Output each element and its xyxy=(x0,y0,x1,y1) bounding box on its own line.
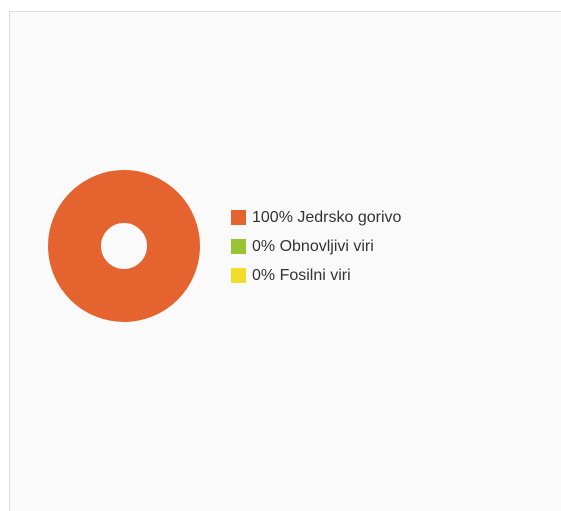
donut-slices xyxy=(48,170,200,322)
legend-item-jedrsko-gorivo[interactable]: 100% Jedrsko gorivo xyxy=(231,203,401,232)
legend-swatch xyxy=(231,239,246,254)
legend-label: 0% Fosilni viri xyxy=(252,266,351,284)
legend-swatch xyxy=(231,210,246,225)
legend-label: 100% Jedrsko gorivo xyxy=(252,208,402,226)
chart-panel: 100% Jedrsko gorivo 0% Obnovljivi viri 0… xyxy=(9,11,561,511)
legend-swatch xyxy=(231,268,246,283)
chart-legend: 100% Jedrsko gorivo 0% Obnovljivi viri 0… xyxy=(231,203,401,290)
legend-label: 0% Obnovljivi viri xyxy=(252,237,374,255)
legend-item-obnovljivi-viri[interactable]: 0% Obnovljivi viri xyxy=(231,232,401,261)
donut-chart xyxy=(48,170,200,322)
donut-slice-jedrsko-gorivo[interactable] xyxy=(48,170,200,322)
legend-item-fosilni-viri[interactable]: 0% Fosilni viri xyxy=(231,261,401,290)
